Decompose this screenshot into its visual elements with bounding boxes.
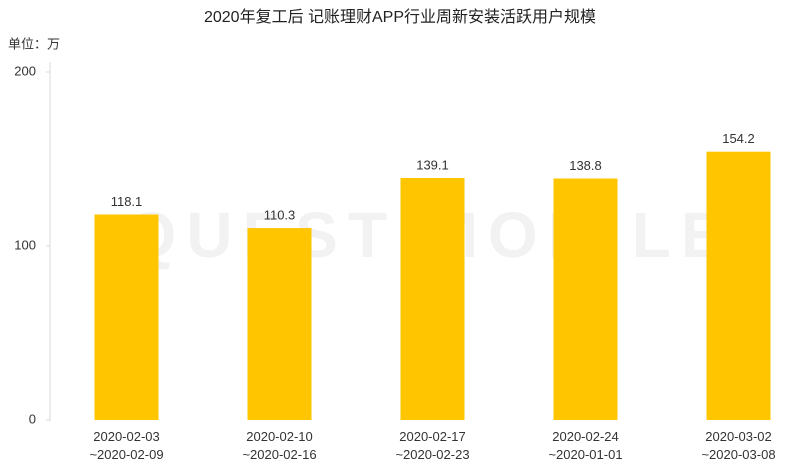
x-tick-label: 2020-02-17 ~2020-02-23 <box>395 429 469 462</box>
x-tick-label-line: 2020-02-24 <box>552 429 619 444</box>
x-tick-label: 2020-02-10 ~2020-02-16 <box>242 429 316 462</box>
value-label: 110.3 <box>264 208 296 223</box>
x-tick-label-line: ~2020-02-09 <box>89 447 163 462</box>
x-tick-label-line: ~2020-02-16 <box>242 447 316 462</box>
x-tick-label-line: ~2020-03-08 <box>701 447 775 462</box>
y-tick-label: 100 <box>14 237 36 252</box>
x-tick-label-line: 2020-03-02 <box>705 429 772 444</box>
value-label: 139.1 <box>416 157 449 172</box>
x-tick-label-line: 2020-02-17 <box>399 429 466 444</box>
value-label: 154.2 <box>722 131 755 146</box>
bar <box>706 151 771 420</box>
bar <box>247 228 312 420</box>
bar <box>553 178 618 420</box>
x-tick-label-line: 2020-02-03 <box>93 429 160 444</box>
y-unit: 单位：万 <box>8 36 60 51</box>
chart-title: 2020年复工后 记账理财APP行业周新安装活跃用户规模 <box>204 8 596 26</box>
x-tick-label-line: ~2020-02-23 <box>395 447 469 462</box>
value-label: 138.8 <box>569 158 602 173</box>
y-tick-label: 200 <box>14 63 36 78</box>
x-tick-label-line: 2020-02-10 <box>246 429 313 444</box>
x-tick-label-line: ~2020-01-01 <box>548 447 622 462</box>
bar <box>400 177 465 420</box>
y-tick-label: 0 <box>29 411 36 426</box>
x-tick-label: 2020-02-24 ~2020-01-01 <box>548 429 622 462</box>
x-tick-label: 2020-02-03 ~2020-02-09 <box>89 429 163 462</box>
bar <box>94 214 159 420</box>
x-tick-label: 2020-03-02 ~2020-03-08 <box>701 429 775 462</box>
value-label: 118.1 <box>111 194 143 209</box>
